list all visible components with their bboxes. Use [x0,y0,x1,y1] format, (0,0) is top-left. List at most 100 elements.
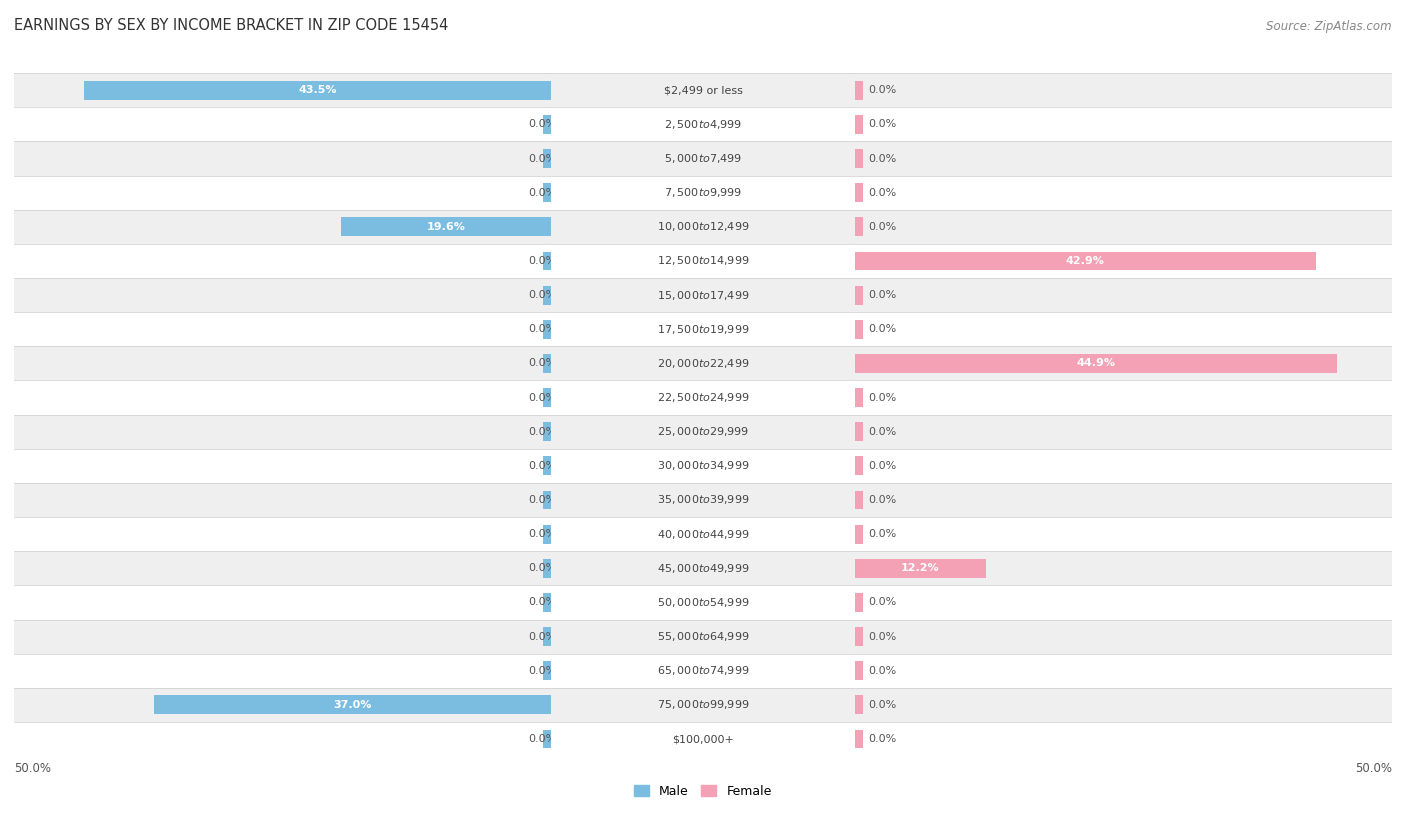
Bar [0,141,1406,176]
Text: 0.0%: 0.0% [869,188,897,198]
Text: 0.0%: 0.0% [529,427,557,437]
Bar [543,559,551,578]
Text: 44.9%: 44.9% [1077,359,1115,368]
Text: 42.9%: 42.9% [1066,256,1105,266]
Bar [855,285,863,305]
Bar [0,483,1406,517]
Text: 0.0%: 0.0% [529,461,557,471]
Text: $22,500 to $24,999: $22,500 to $24,999 [657,391,749,404]
Bar [0,449,1406,483]
Bar [153,695,551,715]
Bar [0,483,1406,517]
Bar [0,210,1406,244]
Text: 0.0%: 0.0% [529,598,557,607]
Bar [0,654,1406,688]
Bar [0,517,1406,551]
Text: 0.0%: 0.0% [529,290,557,300]
Bar [0,210,1406,244]
Bar [0,722,1406,756]
Text: 0.0%: 0.0% [529,563,557,573]
Bar [0,380,1406,415]
Text: $7,500 to $9,999: $7,500 to $9,999 [664,186,742,199]
Bar [855,183,863,202]
Text: Source: ZipAtlas.com: Source: ZipAtlas.com [1267,20,1392,33]
Bar [0,688,1406,722]
Bar [543,456,551,476]
Text: 0.0%: 0.0% [869,85,897,95]
Bar [399,141,1007,176]
Bar [855,559,986,578]
Bar [399,517,1007,551]
Text: $2,500 to $4,999: $2,500 to $4,999 [664,118,742,131]
Bar [855,695,863,715]
Text: 0.0%: 0.0% [529,120,557,129]
Bar [0,585,1406,620]
Text: $65,000 to $74,999: $65,000 to $74,999 [657,664,749,677]
Bar [399,278,1007,312]
Bar [0,551,1406,585]
Bar [0,176,1406,210]
Text: 0.0%: 0.0% [529,529,557,539]
Bar [0,449,1406,483]
Bar [0,380,1406,415]
Bar [399,688,1007,722]
Text: 0.0%: 0.0% [869,598,897,607]
Bar [543,149,551,168]
Text: $50,000 to $54,999: $50,000 to $54,999 [657,596,749,609]
Bar [0,107,1406,141]
Bar [0,278,1406,312]
Bar [340,217,551,237]
Bar [543,183,551,202]
Bar [543,661,551,680]
Text: 0.0%: 0.0% [529,188,557,198]
Bar [0,278,1406,312]
Bar [399,210,1007,244]
Text: 0.0%: 0.0% [869,222,897,232]
Text: $12,500 to $14,999: $12,500 to $14,999 [657,254,749,267]
Bar [0,654,1406,688]
Text: 0.0%: 0.0% [869,290,897,300]
Text: 37.0%: 37.0% [333,700,371,710]
Bar [543,251,551,271]
Bar [543,593,551,612]
Text: 0.0%: 0.0% [869,461,897,471]
Bar [399,449,1007,483]
Text: 50.0%: 50.0% [14,762,51,775]
Bar [0,141,1406,176]
Bar [0,141,1406,176]
Bar [855,320,863,339]
Bar [543,627,551,646]
Bar [0,107,1406,141]
Text: 19.6%: 19.6% [426,222,465,232]
Bar [84,80,551,100]
Bar [399,107,1007,141]
Bar [399,722,1007,756]
Text: 0.0%: 0.0% [869,529,897,539]
Bar [543,388,551,407]
Text: 0.0%: 0.0% [869,666,897,676]
Legend: Male, Female: Male, Female [630,780,776,802]
Text: 0.0%: 0.0% [529,393,557,402]
Text: $20,000 to $22,499: $20,000 to $22,499 [657,357,749,370]
Bar [0,312,1406,346]
Bar [0,278,1406,312]
Bar [0,73,1406,107]
Text: 0.0%: 0.0% [529,734,557,744]
Bar [0,620,1406,654]
Bar [0,585,1406,620]
Bar [855,80,863,100]
Bar [399,312,1007,346]
Bar [0,483,1406,517]
Bar [543,422,551,441]
Bar [543,524,551,544]
Bar [855,388,863,407]
Bar [399,551,1007,585]
Text: 0.0%: 0.0% [529,666,557,676]
Bar [399,346,1007,380]
Bar [0,244,1406,278]
Text: 0.0%: 0.0% [529,632,557,641]
Bar [543,285,551,305]
Bar [0,517,1406,551]
Bar [855,627,863,646]
Bar [543,729,551,749]
